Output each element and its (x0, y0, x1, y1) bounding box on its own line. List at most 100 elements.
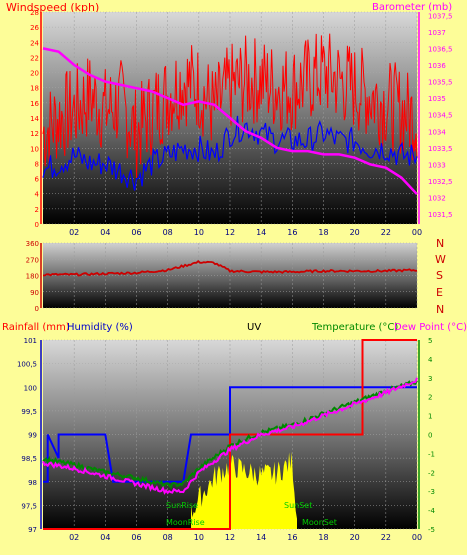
uv-area (191, 451, 298, 529)
y-tick-label: 100 (24, 384, 37, 392)
y2-tick-label: 1035,5 (428, 79, 453, 87)
sunset-label: SunSet (284, 501, 312, 510)
y2-tick-label: -2 (428, 469, 435, 477)
y-tick-label: 24 (30, 39, 39, 47)
windspeed-line (42, 33, 418, 178)
sunrise-label: SunRise (166, 501, 198, 510)
y2-tick-label: -5 (428, 526, 435, 534)
y-tick-label: 2 (35, 206, 39, 214)
temperature-line (42, 380, 418, 490)
windspeed-title: Windspeed (kph) (6, 1, 100, 14)
x-tick-label: 04 (100, 228, 110, 237)
x-tick-label: 14 (256, 533, 266, 542)
y2-tick-label: 1037,5 (428, 12, 453, 20)
rainfall-line (43, 339, 417, 530)
x-tick-label: 00 (412, 228, 422, 237)
x-tick-label: 02 (69, 228, 79, 237)
x-tick-label: 04 (100, 533, 110, 542)
y-tick-label: 22 (30, 54, 39, 62)
y-tick-label: 10 (30, 145, 39, 153)
compass-e: E (436, 286, 443, 299)
y2-tick-label: 0 (428, 432, 432, 440)
dewpoint-line (42, 377, 418, 495)
y-tick-label: 100,5 (17, 361, 37, 369)
y-tick-label: 270 (26, 256, 39, 264)
y-tick-label: 99,5 (21, 408, 37, 416)
x-tick-label: 20 (350, 533, 360, 542)
y-tick-label: 98 (28, 479, 37, 487)
moonset-label: MoonSet (302, 518, 337, 527)
x-tick-label: 12 (225, 228, 235, 237)
y2-tick-label: 4 (428, 356, 433, 364)
y-tick-label: 0 (35, 305, 39, 313)
x-tick-label: 06 (131, 533, 141, 542)
y-tick-label: 12 (30, 130, 39, 138)
y2-tick-label: 1037 (428, 29, 446, 37)
direction-line (42, 260, 418, 277)
y-tick-label: 28 (30, 9, 39, 17)
x-tick-label: 22 (381, 533, 391, 542)
y2-tick-label: 1032,5 (428, 178, 453, 186)
y2-tick-label: 1033,5 (428, 145, 453, 153)
barometer-title: Barometer (mb) (372, 2, 453, 13)
y-tick-label: 97,5 (21, 502, 37, 510)
x-tick-label: 20 (350, 228, 360, 237)
y2-tick-label: 1033 (428, 161, 446, 169)
x-tick-label: 22 (381, 228, 391, 237)
x-tick-label: 06 (131, 228, 141, 237)
y-tick-label: 26 (30, 24, 39, 32)
x-tick-label: 16 (287, 228, 297, 237)
y2-tick-label: 1035 (428, 95, 446, 103)
y2-tick-label: 1036 (428, 62, 446, 70)
x-tick-label: 08 (163, 228, 173, 237)
y2-tick-label: -1 (428, 450, 435, 458)
uv-title: UV (247, 322, 262, 333)
y2-tick-label: 1032 (428, 195, 446, 203)
barometer-line (42, 47, 418, 196)
x-tick-label: 16 (287, 533, 297, 542)
y2-tick-label: 1036,5 (428, 45, 453, 53)
x-tick-label: 02 (69, 533, 79, 542)
x-tick-label: 08 (163, 533, 173, 542)
x-tick-label: 18 (318, 228, 328, 237)
dewpoint-title: Dew Point (°C) (394, 322, 467, 333)
y-tick-label: 101 (24, 337, 37, 345)
compass-s: S (436, 269, 443, 282)
y-tick-label: 8 (35, 160, 39, 168)
windspeed-avg-line (42, 115, 418, 191)
x-tick-label: 10 (194, 228, 204, 237)
x-tick-label: 00 (412, 533, 422, 542)
y-tick-label: 4 (35, 191, 40, 199)
y2-tick-label: 1034,5 (428, 112, 453, 120)
y2-tick-label: 1031,5 (428, 211, 453, 219)
x-tick-label: 18 (318, 533, 328, 542)
y-tick-label: 180 (26, 273, 39, 281)
y2-tick-label: 3 (428, 375, 432, 383)
x-tick-label: 14 (256, 228, 266, 237)
y2-tick-label: 5 (428, 337, 432, 345)
y-tick-label: 97 (28, 526, 37, 534)
y-tick-label: 99 (28, 432, 37, 440)
y2-tick-label: 2 (428, 394, 432, 402)
compass-n-bottom: N (436, 303, 445, 316)
y-tick-label: 20 (30, 70, 39, 78)
y2-tick-label: -3 (428, 488, 435, 496)
y-tick-label: 18 (30, 85, 39, 93)
temperature-title: Temperature (°C) (312, 322, 399, 333)
humidity-title: Humidity (%) (67, 322, 133, 333)
y-tick-label: 90 (30, 289, 39, 297)
y-tick-label: 360 (26, 240, 39, 248)
x-tick-label: 12 (225, 533, 235, 542)
x-tick-label: 10 (194, 533, 204, 542)
y-tick-label: 98,5 (21, 455, 37, 463)
y2-tick-label: 1 (428, 413, 432, 421)
compass-n-top: N (436, 237, 445, 250)
y-tick-label: 16 (30, 100, 39, 108)
y2-tick-label: 1034 (428, 128, 446, 136)
moonrise-label: MoonRise (166, 518, 205, 527)
rainfall-title: Rainfall (mm) (2, 322, 70, 333)
y2-tick-label: -4 (428, 507, 436, 515)
y-tick-label: 0 (35, 221, 39, 229)
